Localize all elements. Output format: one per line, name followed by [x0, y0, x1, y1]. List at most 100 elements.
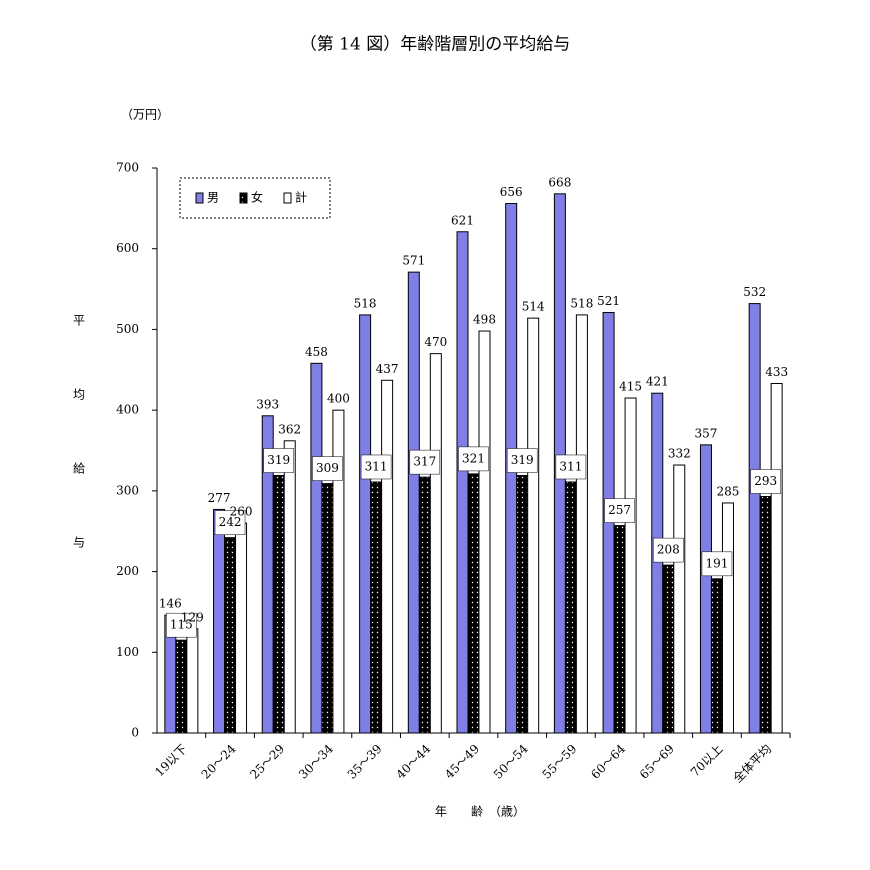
legend-box	[179, 177, 331, 219]
y-tick-label: 600	[116, 241, 139, 255]
x-tick-label: 70以上	[688, 742, 726, 780]
bar	[613, 525, 626, 734]
x-axis-label: 年 齢 （歳）	[435, 804, 525, 819]
y-tick-label: 0	[131, 726, 139, 740]
data-label: 311	[559, 459, 582, 473]
data-label: 319	[511, 453, 534, 467]
data-label: 498	[473, 313, 496, 327]
data-label: 571	[402, 254, 425, 268]
label-box	[312, 456, 343, 481]
data-label: 311	[365, 459, 388, 473]
data-label: 393	[256, 397, 279, 411]
y-tick-label: 100	[116, 645, 139, 659]
data-label: 357	[695, 426, 718, 440]
bar	[516, 475, 529, 734]
data-label: 400	[327, 392, 350, 406]
label-box	[458, 446, 489, 472]
y-axis-label: 平均給与	[72, 314, 86, 610]
bar	[186, 628, 199, 734]
label-box	[653, 537, 684, 563]
data-label: 532	[743, 285, 766, 299]
bar	[770, 383, 783, 734]
bar	[224, 537, 237, 734]
bar	[429, 353, 442, 734]
data-label: 115	[170, 618, 193, 632]
bar	[418, 476, 431, 734]
bar	[321, 483, 334, 734]
data-label: 260	[230, 505, 253, 519]
legend-swatch	[195, 192, 204, 204]
legend-swatch	[239, 192, 248, 204]
data-label: 293	[754, 474, 777, 488]
y-tick-label: 400	[116, 403, 139, 417]
legend-label: 計	[295, 190, 307, 205]
legend-swatch	[283, 192, 292, 204]
data-label: 668	[548, 175, 571, 189]
data-label: 129	[181, 610, 204, 624]
label-box	[409, 449, 441, 475]
unit-label: （万円）	[121, 108, 169, 122]
bar	[527, 317, 540, 734]
bar	[407, 271, 420, 734]
y-tick-label: 300	[116, 483, 139, 497]
y-tick-label: 700	[116, 161, 139, 175]
x-tick-label: 65～69	[637, 742, 677, 782]
bar	[272, 475, 285, 734]
data-label: 458	[305, 345, 328, 359]
x-tick-label: 35～39	[345, 742, 385, 782]
data-label: 362	[278, 422, 301, 436]
bar	[213, 508, 226, 734]
bar	[381, 379, 394, 734]
bar	[662, 564, 675, 734]
legend-label: 男	[207, 191, 219, 205]
x-tick-label: 25～29	[247, 742, 287, 782]
data-label: 208	[657, 543, 680, 557]
data-label: 437	[376, 362, 399, 376]
bar	[310, 362, 323, 734]
data-label: 415	[619, 380, 642, 394]
bar	[575, 314, 588, 734]
data-label: 191	[706, 556, 729, 570]
x-tick-label: 55～59	[539, 742, 579, 782]
x-tick-label: 全体平均	[730, 741, 775, 786]
bar	[359, 314, 372, 734]
bar	[235, 522, 248, 734]
bar	[651, 392, 664, 734]
bar	[370, 481, 383, 734]
data-label: 285	[717, 484, 740, 498]
label-box	[166, 612, 197, 638]
data-label: 470	[424, 335, 447, 349]
data-label: 521	[597, 294, 620, 308]
label-box	[506, 448, 538, 473]
label-box	[555, 454, 587, 480]
bar	[759, 496, 772, 734]
bar	[673, 464, 686, 734]
bar	[564, 481, 577, 734]
bar	[710, 578, 723, 734]
data-label: 319	[267, 453, 290, 467]
data-label: 656	[500, 185, 523, 199]
data-label: 621	[451, 213, 474, 227]
bar	[721, 502, 734, 734]
data-label: 514	[522, 300, 545, 314]
bar	[699, 444, 712, 734]
data-label: 421	[646, 375, 669, 389]
label-box	[604, 498, 635, 523]
label-box	[360, 454, 392, 480]
bar	[456, 231, 469, 734]
chart-title: （第 14 図）年齢階層別の平均給与	[300, 35, 570, 55]
label-box	[750, 469, 781, 494]
label-box	[214, 510, 246, 535]
data-label: 277	[208, 491, 231, 505]
x-tick-label: 30～34	[296, 741, 336, 781]
data-label: 309	[316, 461, 339, 475]
bar	[175, 639, 188, 734]
data-label: 518	[570, 296, 593, 310]
x-tick-label: 40～44	[393, 741, 433, 781]
bar	[467, 473, 480, 734]
x-tick-label: 50～54	[491, 741, 531, 781]
y-tick-label: 200	[116, 564, 139, 578]
x-tick-label: 60～64	[588, 741, 628, 781]
data-label: 242	[219, 515, 242, 529]
